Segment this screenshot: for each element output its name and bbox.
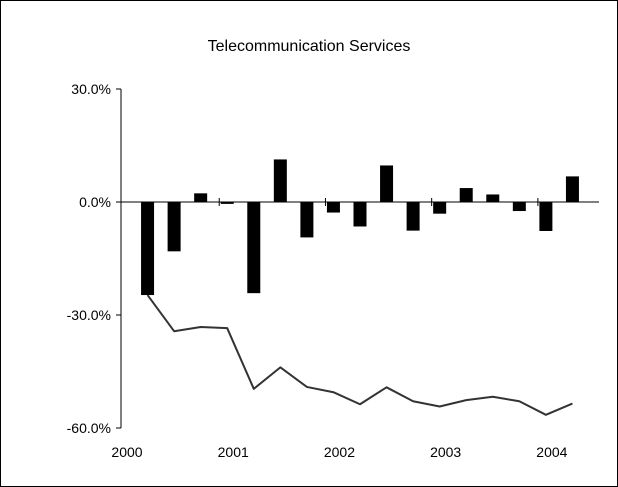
y-tick-label: 0.0% bbox=[79, 194, 111, 210]
bar bbox=[433, 202, 447, 214]
y-tick-label: -30.0% bbox=[67, 307, 111, 323]
series-line bbox=[146, 294, 573, 416]
bar bbox=[406, 202, 420, 231]
x-tick-label: 2001 bbox=[218, 444, 249, 460]
line-layer bbox=[146, 294, 573, 416]
axes-layer bbox=[116, 88, 599, 429]
bar bbox=[273, 159, 287, 202]
bar bbox=[486, 194, 500, 202]
bar bbox=[247, 202, 261, 294]
bar bbox=[167, 202, 181, 252]
bar bbox=[326, 202, 340, 213]
y-tick-label: -60.0% bbox=[67, 420, 111, 436]
bars-layer bbox=[141, 159, 579, 296]
bar bbox=[300, 202, 314, 238]
bar bbox=[194, 193, 208, 202]
bar bbox=[459, 188, 473, 202]
labels-layer: 30.0% 0.0% -30.0% -60.0%2000 2001 2002 2003 200… bbox=[67, 81, 568, 460]
bar bbox=[512, 202, 526, 212]
bar bbox=[565, 176, 579, 202]
x-tick-label: 2002 bbox=[324, 444, 355, 460]
x-tick-label: 2003 bbox=[430, 444, 461, 460]
bar bbox=[141, 202, 155, 296]
y-tick-label: 30.0% bbox=[71, 81, 111, 97]
bar bbox=[353, 202, 367, 227]
bar bbox=[220, 202, 234, 204]
x-tick-label: 2004 bbox=[536, 444, 567, 460]
bar bbox=[380, 165, 394, 202]
chart-title: Telecommunication Services bbox=[208, 38, 411, 55]
x-tick-label: 2000 bbox=[111, 444, 142, 460]
bar bbox=[539, 202, 553, 231]
